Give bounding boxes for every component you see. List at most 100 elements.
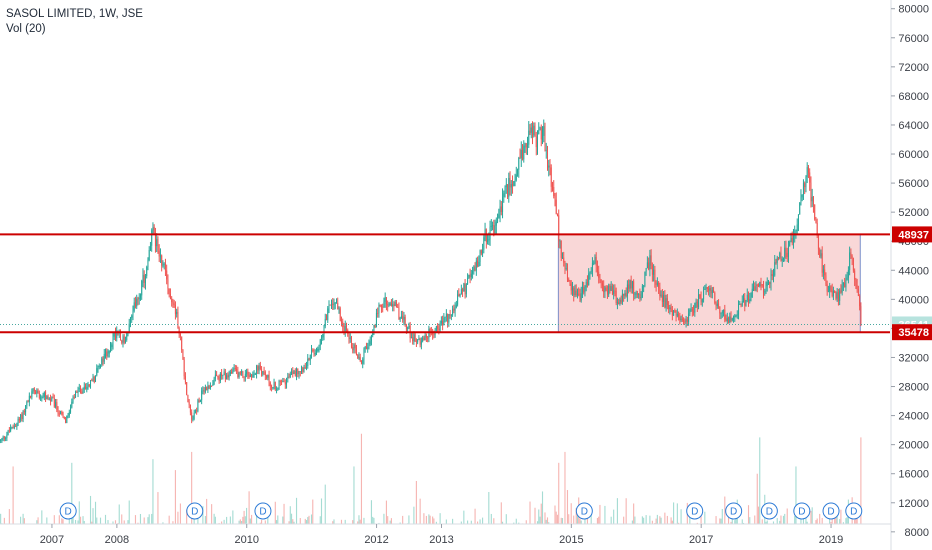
candle-body <box>221 373 223 376</box>
candle-body <box>207 385 209 391</box>
candle-body <box>197 400 199 412</box>
candle-body <box>726 318 728 322</box>
candle-body <box>102 358 104 362</box>
candle-body <box>653 269 655 275</box>
candle-body <box>141 280 143 296</box>
candle-body <box>0 440 2 442</box>
candle-body <box>161 255 163 266</box>
volume-bar <box>387 516 389 524</box>
candle-body <box>246 371 248 374</box>
candle-body <box>105 351 107 354</box>
volume-bar <box>71 462 73 524</box>
candle-body <box>417 339 419 343</box>
candle-body <box>550 167 552 187</box>
volume-bar <box>839 519 841 524</box>
candle-body <box>762 285 764 293</box>
candle-body <box>312 349 314 351</box>
candle-body <box>775 262 777 263</box>
candle-body <box>107 353 109 357</box>
candle-body <box>321 337 323 340</box>
volume-bar <box>238 520 240 524</box>
volume-bar <box>8 509 10 524</box>
candle-body <box>561 257 563 259</box>
candle-body <box>435 326 437 331</box>
volume-bar <box>576 515 579 524</box>
volume-bar <box>206 498 208 524</box>
volume-bar <box>800 519 802 524</box>
candle-body <box>753 286 755 289</box>
candle-body <box>472 270 474 274</box>
candle-body <box>510 184 512 188</box>
volume-bar <box>645 515 647 524</box>
candle-body <box>88 384 90 387</box>
volume-bar <box>162 522 164 524</box>
volume-bar <box>754 515 756 524</box>
volume-bar <box>759 437 761 524</box>
candle-body <box>492 225 494 226</box>
volume-bar <box>251 514 253 524</box>
volume-bar <box>634 516 636 524</box>
candle-body <box>482 249 484 254</box>
candle-body <box>91 380 93 382</box>
candle-body <box>664 295 666 308</box>
symbol-title[interactable]: SASOL LIMITED, 1W, JSE <box>6 8 143 20</box>
candle-body <box>382 306 384 308</box>
candle-body <box>113 332 115 337</box>
volume-bar <box>460 521 462 524</box>
candle-body <box>723 309 725 312</box>
candle-body <box>498 214 500 219</box>
dividend-marker <box>59 502 77 520</box>
volume-bar <box>660 517 662 524</box>
candle-body <box>785 247 787 253</box>
candle-body <box>709 288 711 291</box>
volume-indicator-label[interactable]: Vol (20) <box>6 23 46 35</box>
volume-bar <box>214 516 216 524</box>
candle-body <box>344 325 346 332</box>
candle-body <box>849 252 851 271</box>
candle-body <box>137 298 139 300</box>
candle-body <box>100 364 102 366</box>
volume-bar <box>290 513 293 524</box>
candle-body <box>628 284 630 289</box>
price-range-box <box>557 233 861 333</box>
candle-body <box>283 380 285 383</box>
candle-body <box>584 287 586 293</box>
volume-bar <box>295 497 298 524</box>
candle-body <box>719 306 721 314</box>
volume-bar <box>540 503 542 524</box>
candle-body <box>51 397 53 402</box>
candle-body <box>826 284 828 292</box>
candle-body <box>101 358 103 365</box>
candle-body <box>844 282 846 288</box>
volume-bar <box>534 507 536 524</box>
volume-bar <box>786 508 788 524</box>
candle-body <box>623 293 625 296</box>
candle-body <box>398 307 400 320</box>
dividend-marker-label: D <box>191 507 198 518</box>
candle-body <box>797 214 799 225</box>
candle-body <box>455 304 457 308</box>
price-tick-label: 68000 <box>898 91 929 103</box>
volume-bar <box>36 520 38 524</box>
volume-bar <box>248 491 250 524</box>
candle-body <box>630 280 632 289</box>
volume-bar <box>213 513 215 524</box>
candle-body <box>683 320 685 322</box>
candle-body <box>438 328 440 331</box>
candle-body <box>309 354 311 360</box>
candle-body <box>774 262 776 276</box>
candle-body <box>740 304 742 306</box>
candle-body <box>524 143 526 146</box>
resistance-price-tag: 48937 <box>892 226 932 243</box>
volume-bar <box>174 470 176 524</box>
candle-body <box>62 414 64 418</box>
volume-bar <box>819 513 821 524</box>
candle-body <box>65 418 67 424</box>
volume-bar <box>340 519 343 524</box>
volume-bar <box>415 480 417 524</box>
candle-body <box>746 294 748 301</box>
candle-body <box>187 394 189 403</box>
volume-bar <box>500 502 502 524</box>
